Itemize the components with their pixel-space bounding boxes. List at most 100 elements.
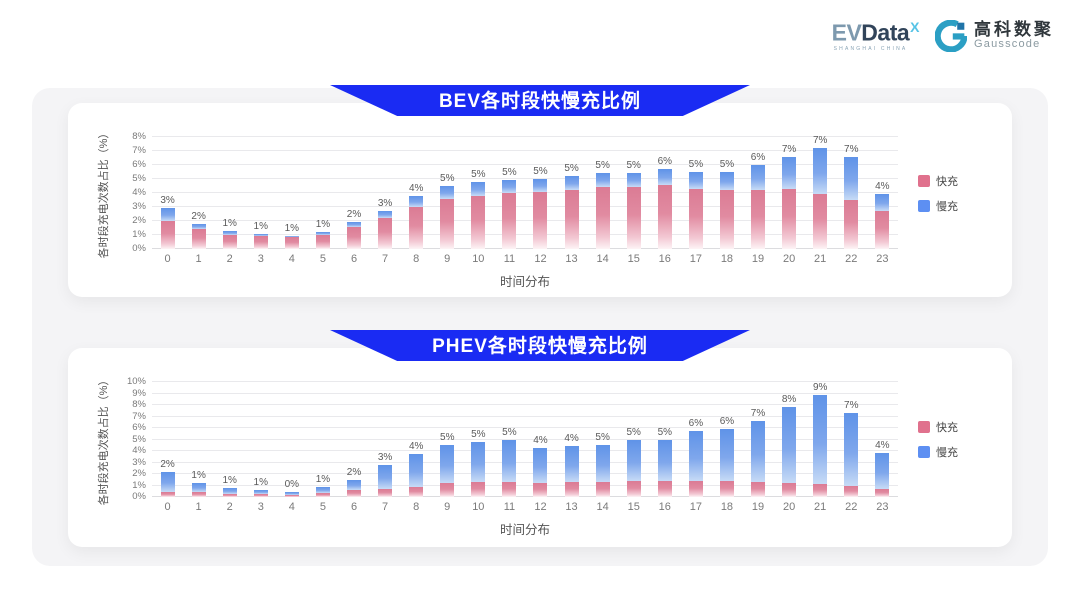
- x-tick-label: 4: [288, 501, 295, 513]
- y-tick-label: 1%: [132, 479, 146, 491]
- bar-column: 1%: [214, 137, 245, 249]
- stacked-bar: [626, 439, 641, 498]
- legend-item-慢充[interactable]: 慢充: [918, 444, 994, 460]
- x-tick-label: 10: [472, 253, 485, 265]
- x-tick-label: 22: [845, 253, 858, 265]
- x-tick-label: 4: [288, 253, 295, 265]
- page-header: EVDataX SHANGHAI CHINA 高科数聚 Gausscode: [0, 0, 1080, 72]
- stacked-bar: [626, 173, 641, 249]
- stacked-bar: [378, 464, 393, 497]
- x-tick-row: 0 1 2 3 4 5 6 7 8 9 10 11 12 13 14 15 16 17 18 19 20 21 22 23: [152, 501, 898, 513]
- x-tick-label: 18: [720, 501, 734, 513]
- x-tick-label: 23: [876, 501, 889, 513]
- bar-column: 6%: [680, 382, 711, 497]
- bar-segment-slow: [160, 208, 175, 221]
- evdata-ev-text: EV: [831, 19, 862, 46]
- gridline: [152, 136, 898, 137]
- bar-segment-fast: [471, 195, 486, 249]
- x-tick-label: 15: [627, 253, 640, 265]
- x-tick-label: 13: [565, 253, 578, 265]
- bar-value-label: 1%: [284, 222, 300, 234]
- y-tick-label: 4%: [132, 187, 146, 198]
- bar-value-label: 6%: [750, 152, 766, 163]
- x-tick-label: 8: [413, 253, 420, 265]
- bar-segment-slow: [471, 181, 486, 196]
- gausscode-logo: 高科数聚 Gausscode: [935, 20, 1054, 52]
- bar-segment-fast: [253, 494, 268, 497]
- bar-column: 4%: [867, 382, 898, 497]
- stacked-bar: [595, 445, 610, 497]
- bar-column: 4%: [556, 382, 587, 497]
- bars-layer: 3% 2% 1% 1% 1% 1% 2% 3% 4% 5% 5% 5% 5% 5% 5% 5% 6% 5% 5% 6%…: [152, 136, 898, 249]
- x-tick-label: 18: [720, 253, 734, 265]
- x-tick-label: 3: [257, 501, 264, 513]
- gridline: [152, 392, 898, 394]
- gridline: [152, 206, 898, 207]
- bar-column: 6%: [711, 382, 742, 497]
- bar-segment-slow: [564, 446, 579, 483]
- bar-segment-slow: [502, 439, 517, 483]
- bar-segment-fast: [626, 480, 641, 497]
- bar-column: 5%: [432, 137, 463, 249]
- stacked-bar: [440, 445, 455, 497]
- legend-item-慢充[interactable]: 慢充: [918, 198, 994, 214]
- x-tick-label: 9: [444, 253, 451, 265]
- gridline: [152, 461, 898, 463]
- bar-column: 5%: [649, 382, 680, 497]
- bar-segment-slow: [813, 394, 828, 485]
- y-tick-label: 10%: [126, 376, 146, 387]
- plot-region: 0% 1% 2% 3% 4% 5% 6% 7% 8% 3% 2% 1% 1% 1% 1% 2% 3% 4% 5% 5%…: [132, 131, 898, 254]
- bar-segment-slow: [813, 148, 828, 195]
- stacked-bar: [875, 194, 890, 249]
- bar-segment-slow: [347, 479, 361, 491]
- legend-swatch-icon: [918, 174, 930, 187]
- bar-segment-fast: [875, 211, 890, 249]
- gausscode-g-icon: [935, 20, 967, 52]
- bar-segment-fast: [782, 188, 797, 249]
- gridline: [152, 381, 898, 382]
- bar-segment-slow: [347, 222, 361, 227]
- bar-column: 4%: [525, 382, 556, 497]
- bev-chart-card: BEV各时段快慢充比例 各时段充电次数占比（%） 0% 1% 2% 3% 4% 5% 6% 7%…: [68, 85, 1012, 297]
- bar-value-label: 1%: [253, 220, 268, 232]
- bar-segment-fast: [719, 190, 734, 249]
- gridline: [152, 473, 898, 474]
- x-tick-label: 10: [472, 501, 485, 513]
- stacked-bar: [782, 156, 797, 249]
- legend-item-快充[interactable]: 快充: [918, 173, 994, 189]
- bar-segment-fast: [657, 480, 672, 497]
- stacked-bar: [347, 222, 361, 249]
- bar-segment-fast: [347, 226, 361, 249]
- stacked-bar: [813, 148, 828, 249]
- x-tick-label: 6: [350, 501, 358, 513]
- gridline: [152, 438, 898, 440]
- y-axis-title-text: 各时段充电次数占比（%）: [98, 127, 110, 259]
- stacked-bar: [564, 176, 579, 249]
- bar-column: 1%: [214, 382, 245, 497]
- bar-segment-fast: [564, 190, 579, 249]
- legend-item-快充[interactable]: 快充: [918, 419, 994, 435]
- bar-segment-slow: [253, 233, 268, 237]
- bar-value-label: 5%: [626, 160, 641, 172]
- bar-segment-slow: [440, 186, 455, 199]
- bar-segment-fast: [533, 483, 548, 497]
- bar-column: 7%: [836, 137, 867, 249]
- plot-column: 0% 1% 2% 3% 4% 5% 6% 7% 8% 9% 10% 2% 1% 1% 1% 0% 1% 2% 3% 4…: [127, 376, 898, 538]
- stacked-bar: [595, 173, 610, 249]
- phev-chart-title: PHEV各时段快慢充比例: [432, 336, 648, 357]
- x-tick-row: 0 1 2 3 4 5 6 7 8 9 10 11 12 13 14 15 16 17 18 19 20 21 22 23: [152, 253, 898, 265]
- bar-value-label: 1%: [315, 219, 331, 231]
- bar-column: 5%: [587, 382, 618, 497]
- stacked-bar: [844, 413, 859, 497]
- bar-segment-fast: [751, 482, 766, 497]
- x-tick-label: 15: [627, 501, 640, 513]
- bar-segment-fast: [284, 494, 299, 497]
- y-tick-label: 9%: [132, 387, 146, 399]
- bar-value-label: 5%: [564, 163, 579, 175]
- x-tick-label: 11: [503, 501, 516, 513]
- stacked-bar: [657, 439, 672, 498]
- bar-column: 4%: [867, 137, 898, 249]
- gridline: [152, 496, 898, 497]
- bar-segment-fast: [813, 194, 828, 249]
- x-tick-label: 7: [382, 253, 389, 265]
